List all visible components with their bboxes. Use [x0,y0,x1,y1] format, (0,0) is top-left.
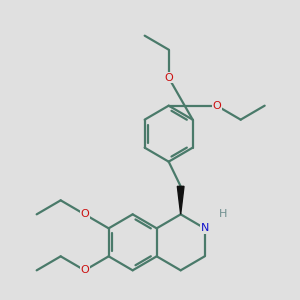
Polygon shape [177,186,184,214]
Text: H: H [219,209,227,219]
Text: N: N [200,223,209,233]
Text: O: O [80,265,89,275]
Text: O: O [80,209,89,219]
Text: O: O [212,101,221,111]
Text: O: O [164,73,173,83]
